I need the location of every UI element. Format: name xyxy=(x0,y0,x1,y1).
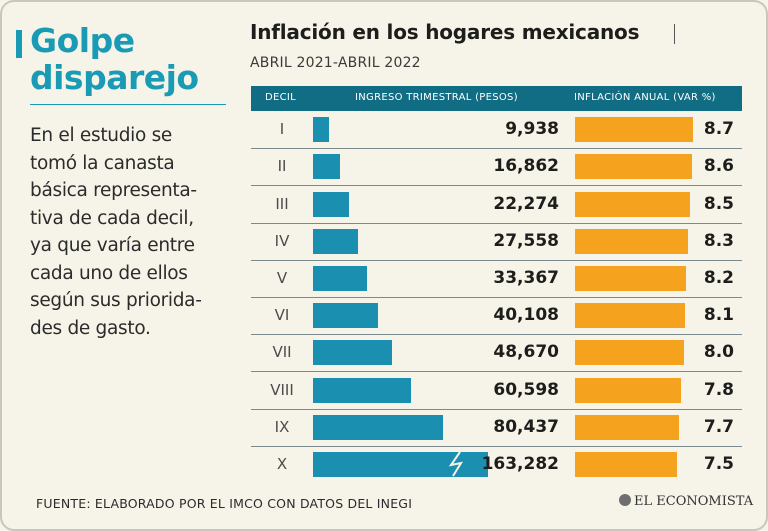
inflation-bar xyxy=(575,340,684,366)
income-bar xyxy=(313,117,330,143)
income-bar xyxy=(313,265,367,291)
decil-label: VII xyxy=(272,343,292,362)
decil-label: IV xyxy=(274,231,290,250)
intro-line: cada uno de ellos xyxy=(30,262,188,284)
inflation-bar xyxy=(575,303,685,329)
inflation-value-label: 8.0 xyxy=(703,342,734,363)
inflation-bar xyxy=(575,414,680,440)
income-value-label: 60,598 xyxy=(493,379,559,400)
intro-line: En el estudio se xyxy=(30,125,172,146)
decil-label: I xyxy=(279,120,285,139)
inflation-value-label: 8.3 xyxy=(703,230,734,251)
income-bar xyxy=(313,414,444,440)
inflation-value-label: 7.7 xyxy=(703,416,734,437)
row-divider xyxy=(251,297,742,298)
column-header-decil: DECIL xyxy=(265,92,297,103)
intro-line: tiva de cada decil, xyxy=(30,207,194,229)
decil-label: X xyxy=(276,454,288,473)
income-value-label: 22,274 xyxy=(493,193,559,214)
intro-line: des de gasto. xyxy=(30,317,151,339)
income-bar xyxy=(313,451,488,477)
column-header-inflation: INFLACIÓN ANUAL (VAR %) xyxy=(574,92,716,103)
income-bar xyxy=(313,191,350,217)
income-value-label: 163,282 xyxy=(481,453,559,474)
income-value-label: 9,938 xyxy=(505,119,559,140)
inflation-value-label: 8.5 xyxy=(703,193,734,214)
column-header-income: INGRESO TRIMESTRAL (PESOS) xyxy=(355,92,518,103)
row-divider xyxy=(251,408,742,410)
income-bar xyxy=(313,228,358,254)
income-value-label: 33,367 xyxy=(493,267,559,288)
income-bar xyxy=(313,340,392,366)
source-note: FUENTE: ELABORADO POR EL IMCO CON DATOS … xyxy=(36,496,413,511)
inflation-bar xyxy=(575,191,691,217)
row-divider xyxy=(251,259,742,261)
inflation-value-label: 7.5 xyxy=(703,453,734,474)
headline-divider xyxy=(30,104,226,105)
decil-label: V xyxy=(276,268,288,287)
headline: Golpe disparejo xyxy=(30,22,230,96)
intro-line: básica representa- xyxy=(30,180,197,201)
income-bar xyxy=(313,154,341,180)
table-header: DECIL INGRESO TRIMESTRAL (PESOS) INFLACI… xyxy=(251,86,742,111)
income-bar xyxy=(313,303,378,329)
decil-label: III xyxy=(275,194,289,213)
intro-line: ya que varía entre xyxy=(30,235,195,256)
income-value-label: 48,670 xyxy=(493,342,559,363)
inflation-value-label: 8.2 xyxy=(703,267,734,288)
brand-logo: EL ECONOMISTA xyxy=(619,494,753,509)
income-value-label: 16,862 xyxy=(493,156,559,177)
row-divider xyxy=(251,445,742,447)
headline-line-1: Golpe xyxy=(30,21,135,60)
title-separator xyxy=(674,24,675,44)
brand-name: EL ECONOMISTA xyxy=(634,494,754,509)
row-divider xyxy=(251,371,742,373)
decil-label: VIII xyxy=(270,380,294,399)
intro-line: tomó la canasta xyxy=(30,152,175,174)
inflation-bar xyxy=(575,265,687,291)
chart-title: Inflación en los hogares mexicanos xyxy=(250,20,640,44)
income-value-label: 27,558 xyxy=(493,230,559,251)
inflation-bar xyxy=(575,377,681,403)
intro-line: según sus priorida- xyxy=(30,290,202,311)
headline-accent-bar xyxy=(16,30,22,58)
income-value-label: 80,437 xyxy=(493,416,559,437)
intro-text: En el estudio se tomó la canasta básica … xyxy=(30,122,226,342)
row-divider xyxy=(251,222,742,224)
chart-subtitle: ABRIL 2021-ABRIL 2022 xyxy=(250,55,421,71)
income-value-label: 40,108 xyxy=(493,305,559,326)
row-divider xyxy=(251,148,742,150)
row-divider xyxy=(251,185,742,187)
inflation-value-label: 8.6 xyxy=(703,156,734,177)
inflation-value-label: 7.8 xyxy=(703,379,734,400)
decil-label: II xyxy=(277,157,287,176)
decile-chart: DECIL INGRESO TRIMESTRAL (PESOS) INFLACI… xyxy=(251,86,742,483)
inflation-bar xyxy=(575,228,688,254)
inflation-bar xyxy=(575,117,693,143)
inflation-bar xyxy=(575,154,692,180)
inflation-bar xyxy=(575,451,677,477)
row-divider xyxy=(251,334,742,336)
axis-break-icon xyxy=(448,451,464,477)
decil-label: VI xyxy=(274,306,290,325)
inflation-value-label: 8.7 xyxy=(703,119,734,140)
decil-label: IX xyxy=(274,417,290,436)
headline-line-2: disparejo xyxy=(30,58,199,97)
income-bar xyxy=(313,377,411,403)
el-economista-logo-icon xyxy=(619,494,631,506)
inflation-value-label: 8.1 xyxy=(703,305,734,326)
